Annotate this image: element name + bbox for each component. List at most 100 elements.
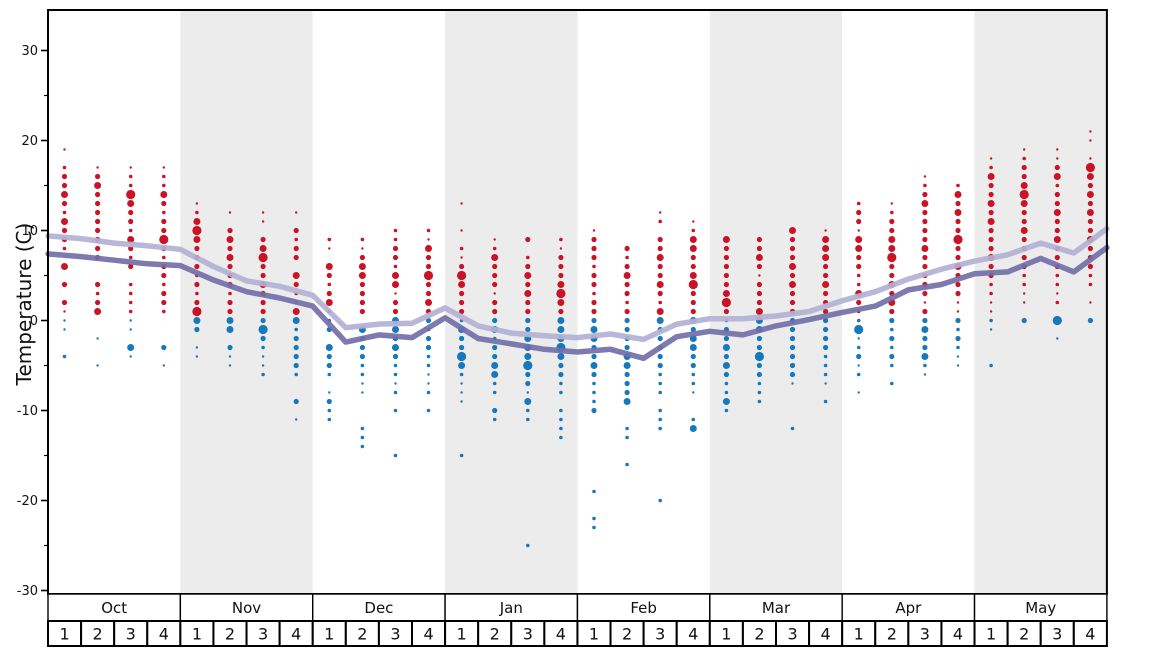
warm-temp-dot [325, 263, 333, 270]
freezing-temp-dot [756, 335, 763, 342]
warm-temp-dot [689, 272, 697, 279]
warm-temp-dot [1022, 148, 1026, 151]
warm-temp-dot [94, 182, 102, 189]
freezing-temp-dot [989, 328, 993, 331]
week-number-label: 3 [920, 625, 930, 644]
freezing-temp-dot [195, 346, 199, 349]
warm-temp-dot [822, 245, 830, 252]
week-number-label: 1 [59, 625, 69, 644]
week-number-label: 2 [357, 625, 367, 644]
warm-temp-dot [755, 254, 763, 261]
warm-temp-dot [359, 290, 365, 297]
warm-temp-dot [492, 299, 498, 306]
warm-temp-dot [591, 272, 597, 279]
freezing-temp-dot [492, 417, 497, 422]
freezing-temp-dot [921, 326, 929, 333]
freezing-temp-dot [293, 398, 299, 405]
freezing-temp-dot [227, 344, 233, 351]
freezing-temp-dot [724, 408, 729, 413]
warm-temp-dot [988, 191, 994, 198]
freezing-temp-dot [591, 407, 597, 414]
warm-temp-dot [989, 282, 993, 287]
warm-temp-dot [161, 200, 167, 207]
week-cell [444, 620, 480, 647]
freezing-temp-dot [327, 408, 332, 413]
month-cell [973, 593, 1108, 622]
freezing-temp-dot [1087, 317, 1093, 324]
warm-temp-dot [1087, 218, 1093, 225]
warm-temp-dot [988, 209, 994, 216]
warm-temp-dot [987, 218, 995, 225]
week-cell [642, 620, 678, 647]
warm-temp-dot [195, 210, 199, 215]
warm-temp-dot [1053, 173, 1061, 180]
warm-temp-dot [723, 254, 730, 261]
warm-temp-dot [890, 210, 894, 215]
warm-temp-dot [227, 227, 233, 234]
warm-temp-dot [61, 182, 68, 189]
freezing-temp-dot [295, 418, 298, 421]
warm-temp-dot [823, 290, 829, 297]
warm-temp-dot [1085, 162, 1095, 173]
warm-temp-dot [162, 166, 165, 169]
freezing-temp-dot [326, 362, 332, 369]
freezing-temp-dot [558, 362, 564, 369]
freezing-temp-dot [491, 371, 499, 378]
warm-temp-dot [721, 297, 732, 308]
warm-temp-dot [162, 309, 166, 314]
freezing-temp-dot [326, 353, 332, 360]
warm-temp-dot [823, 272, 829, 279]
warm-temp-dot [591, 299, 597, 306]
warm-temp-dot [326, 290, 332, 297]
freezing-temp-dot [955, 335, 961, 342]
freezing-temp-dot [557, 353, 565, 360]
warm-temp-dot [624, 263, 630, 270]
freezing-temp-dot [492, 381, 497, 386]
warm-temp-dot [1054, 218, 1060, 225]
freezing-temp-dot [394, 382, 397, 385]
freezing-temp-dot [857, 391, 860, 394]
warm-temp-dot [95, 173, 101, 180]
warm-temp-dot [393, 264, 398, 269]
freezing-temp-dot [361, 382, 364, 385]
freezing-temp-dot [127, 344, 135, 351]
warm-temp-dot [61, 227, 68, 234]
warm-temp-dot [161, 227, 167, 234]
warm-temp-dot [688, 279, 698, 290]
warm-temp-dot [260, 236, 266, 243]
warm-temp-dot [690, 290, 696, 297]
warm-temp-dot [656, 254, 664, 261]
warm-temp-dot [128, 282, 133, 287]
week-number-label: 4 [688, 625, 698, 644]
freezing-temp-dot [559, 408, 563, 413]
warm-temp-dot [95, 218, 101, 225]
freezing-temp-dot [823, 326, 829, 333]
warm-temp-dot [1089, 139, 1092, 142]
warm-temp-dot [128, 209, 134, 216]
freezing-temp-dot [624, 380, 630, 387]
freezing-temp-dot [890, 381, 894, 386]
warm-temp-dot [822, 254, 830, 261]
week-cell [113, 620, 149, 647]
warm-temp-dot [492, 246, 497, 251]
warm-temp-dot [62, 246, 67, 251]
freezing-temp-dot [425, 335, 432, 342]
freezing-temp-dot [789, 362, 796, 369]
warm-temp-dot [989, 310, 993, 313]
freezing-temp-dot [889, 335, 895, 342]
warm-temp-dot [1054, 164, 1060, 171]
freezing-temp-dot [261, 372, 265, 377]
warm-temp-dot [1055, 183, 1060, 188]
freezing-temp-dot [691, 417, 696, 422]
freezing-temp-dot [757, 399, 762, 404]
freezing-temp-dot [360, 444, 365, 449]
freezing-temp-dot [96, 364, 99, 367]
week-cell [940, 620, 976, 647]
warm-temp-dot [161, 299, 167, 306]
warm-temp-dot [923, 301, 927, 304]
warm-temp-dot [789, 263, 796, 270]
warm-temp-dot [327, 282, 332, 287]
warm-temp-dot [889, 263, 895, 270]
warm-temp-dot [923, 183, 927, 188]
warm-temp-dot [723, 308, 730, 315]
